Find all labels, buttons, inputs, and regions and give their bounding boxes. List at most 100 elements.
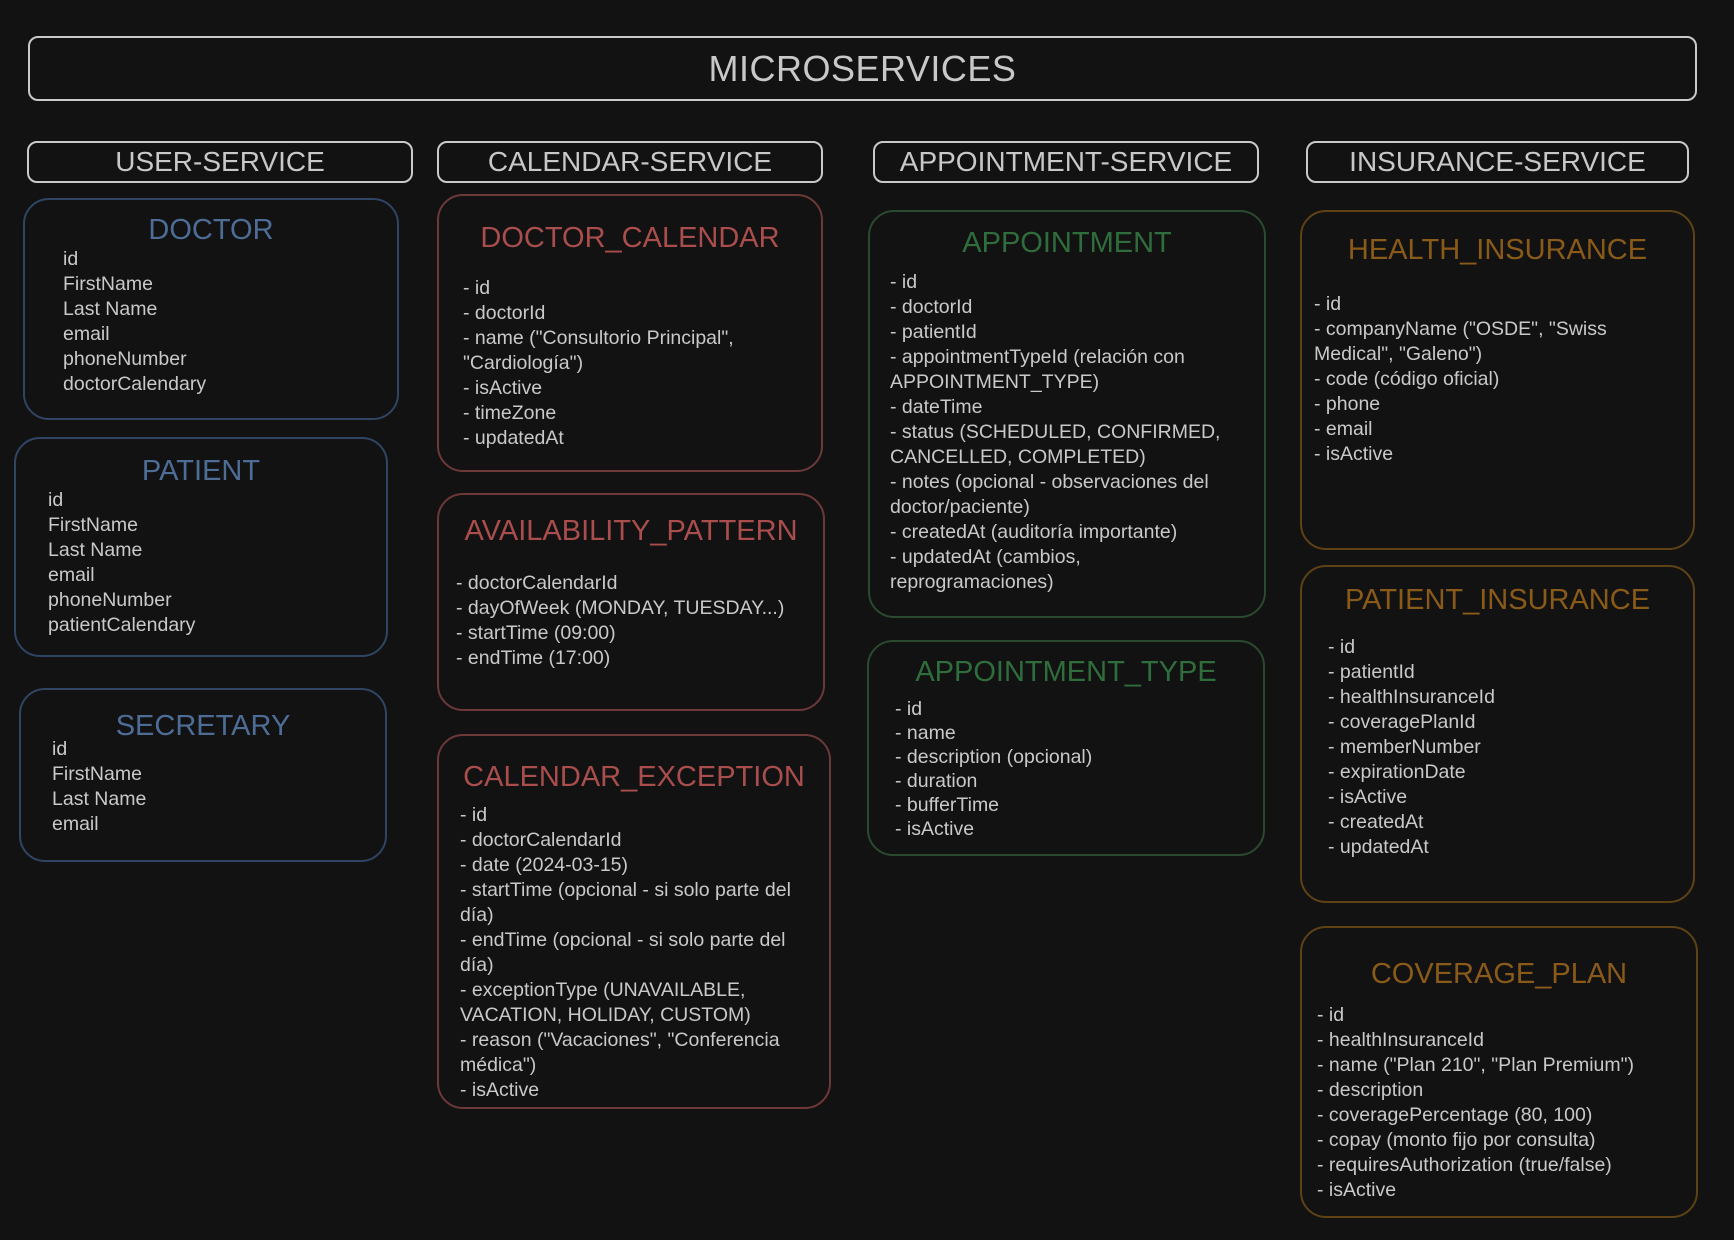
field-item: - createdAt (auditoría importante) <box>890 521 1178 543</box>
field-item: FirstName <box>48 514 138 536</box>
field-item: doctorCalendary <box>63 373 207 395</box>
field-item: - bufferTime <box>895 794 1000 816</box>
field-item: - doctorCalendarId <box>456 572 618 594</box>
field-item: - description (opcional) <box>895 746 1093 768</box>
field-list: id FirstName Last Name email <box>52 737 146 837</box>
field-item: - patientId <box>1328 661 1415 683</box>
entity-doctor-calendar: DOCTOR_CALENDAR - id - doctorId - name (… <box>437 194 823 472</box>
field-item: - isActive <box>460 1079 540 1101</box>
field-item: - coveragePercentage (80, 100) <box>1317 1104 1593 1126</box>
diagram-title: MICROSERVICES <box>28 36 1697 101</box>
entity-health-insurance: HEALTH_INSURANCE - id - companyName ("OS… <box>1300 210 1695 550</box>
field-list: - id - name - description (opcional) - d… <box>895 697 1092 841</box>
field-item: - coveragePlanId <box>1328 711 1476 733</box>
field-item: email <box>52 813 99 835</box>
field-item: VACATION, HOLIDAY, CUSTOM) <box>460 1004 751 1026</box>
field-list: - id - companyName ("OSDE", "Swiss Medic… <box>1314 292 1607 467</box>
field-item: id <box>48 489 64 511</box>
entity-patient: PATIENT id FirstName Last Name email pho… <box>14 437 388 657</box>
field-item: - phone <box>1314 393 1381 415</box>
field-item: - email <box>1314 418 1373 440</box>
field-item: - notes (opcional - observaciones del <box>890 471 1209 493</box>
field-list: - id - healthInsuranceId - name ("Plan 2… <box>1317 1003 1634 1203</box>
field-item: - id <box>895 698 923 720</box>
field-item: - exceptionType (UNAVAILABLE, <box>460 979 746 1001</box>
field-list: - doctorCalendarId - dayOfWeek (MONDAY, … <box>456 571 784 671</box>
field-item: id <box>52 738 68 760</box>
field-item: - id <box>1314 293 1342 315</box>
field-item: doctor/paciente) <box>890 496 1030 518</box>
field-list: id FirstName Last Name email phoneNumber… <box>48 488 195 638</box>
field-item: - updatedAt <box>463 427 564 449</box>
field-item: - isActive <box>463 377 543 399</box>
entity-title: CALENDAR_EXCEPTION <box>463 761 805 793</box>
field-item: patientCalendary <box>48 614 196 636</box>
field-item: id <box>63 248 79 270</box>
entity-title: AVAILABILITY_PATTERN <box>464 515 798 547</box>
field-item: FirstName <box>63 273 153 295</box>
field-item: - isActive <box>895 818 975 840</box>
field-item: - doctorCalendarId <box>460 829 622 851</box>
entity-title: SECRETARY <box>115 710 291 742</box>
field-item: - memberNumber <box>1328 736 1481 758</box>
field-item: - dateTime <box>890 396 983 418</box>
field-item: - healthInsuranceId <box>1328 686 1495 708</box>
field-item: médica") <box>460 1054 537 1076</box>
field-item: - id <box>1317 1004 1345 1026</box>
field-list: - id - patientId - healthInsuranceId - c… <box>1328 635 1495 860</box>
field-item: Medical", "Galeno") <box>1314 343 1483 365</box>
field-item: - date (2024-03-15) <box>460 854 629 876</box>
field-item: - id <box>1328 636 1356 658</box>
field-item: - name ("Plan 210", "Plan Premium") <box>1317 1054 1635 1076</box>
entity-doctor: DOCTOR id FirstName Last Name email phon… <box>23 198 399 420</box>
field-item: - isActive <box>1314 443 1394 465</box>
entity-coverage-plan: COVERAGE_PLAN - id - healthInsuranceId -… <box>1300 926 1698 1218</box>
entity-title: PATIENT_INSURANCE <box>1344 584 1651 616</box>
field-item: - expirationDate <box>1328 761 1466 783</box>
field-item: APPOINTMENT_TYPE) <box>890 371 1100 393</box>
field-item: - status (SCHEDULED, CONFIRMED, <box>890 421 1221 443</box>
entity-appointment: APPOINTMENT - id - doctorId - patientId … <box>868 210 1266 618</box>
field-item: - requiresAuthorization (true/false) <box>1317 1154 1612 1176</box>
field-item: - reason ("Vacaciones", "Conferencia <box>460 1029 780 1051</box>
insurance-service-header: INSURANCE-SERVICE <box>1306 141 1689 183</box>
field-item: phoneNumber <box>48 589 172 611</box>
field-item: phoneNumber <box>63 348 187 370</box>
field-item: - timeZone <box>463 402 557 424</box>
field-item: - startTime (opcional - si solo parte de… <box>460 879 791 901</box>
field-list: - id - doctorCalendarId - date (2024-03-… <box>460 803 791 1103</box>
field-item: - doctorId <box>463 302 546 324</box>
field-item: - patientId <box>890 321 977 343</box>
field-item: reprogramaciones) <box>890 571 1054 593</box>
field-item: - id <box>890 271 918 293</box>
entity-calendar-exception: CALENDAR_EXCEPTION - id - doctorCalendar… <box>437 734 831 1109</box>
field-item: - createdAt <box>1328 811 1424 833</box>
field-item: - endTime (17:00) <box>456 647 611 669</box>
field-list: - id - doctorId - patientId - appointmen… <box>890 270 1220 595</box>
field-item: - endTime (opcional - si solo parte del <box>460 929 786 951</box>
field-item: - dayOfWeek (MONDAY, TUESDAY...) <box>456 597 785 619</box>
field-item: - isActive <box>1328 786 1408 808</box>
field-item: Last Name <box>63 298 158 320</box>
field-item: - code (código oficial) <box>1314 368 1500 390</box>
field-item: - duration <box>895 770 978 792</box>
entity-title: PATIENT <box>141 455 261 487</box>
entity-patient-insurance: PATIENT_INSURANCE - id - patientId - hea… <box>1300 565 1695 903</box>
field-item: - updatedAt <box>1328 836 1429 858</box>
entity-title: HEALTH_INSURANCE <box>1347 234 1648 266</box>
field-item: día) <box>460 954 494 976</box>
field-item: Last Name <box>48 539 143 561</box>
field-item: email <box>48 564 95 586</box>
entity-appointment-type: APPOINTMENT_TYPE - id - name - descripti… <box>867 640 1265 856</box>
field-item: Last Name <box>52 788 147 810</box>
field-item: - companyName ("OSDE", "Swiss <box>1314 318 1607 340</box>
calendar-service-header: CALENDAR-SERVICE <box>437 141 823 183</box>
field-item: - id <box>463 277 491 299</box>
user-service-header: USER-SERVICE <box>27 141 413 183</box>
field-item: día) <box>460 904 494 926</box>
field-list: - id - doctorId - name ("Consultorio Pri… <box>463 276 734 451</box>
entity-availability-pattern: AVAILABILITY_PATTERN - doctorCalendarId … <box>437 493 825 711</box>
field-item: - description <box>1317 1079 1424 1101</box>
entity-title: COVERAGE_PLAN <box>1370 958 1628 990</box>
field-item: - healthInsuranceId <box>1317 1029 1484 1051</box>
